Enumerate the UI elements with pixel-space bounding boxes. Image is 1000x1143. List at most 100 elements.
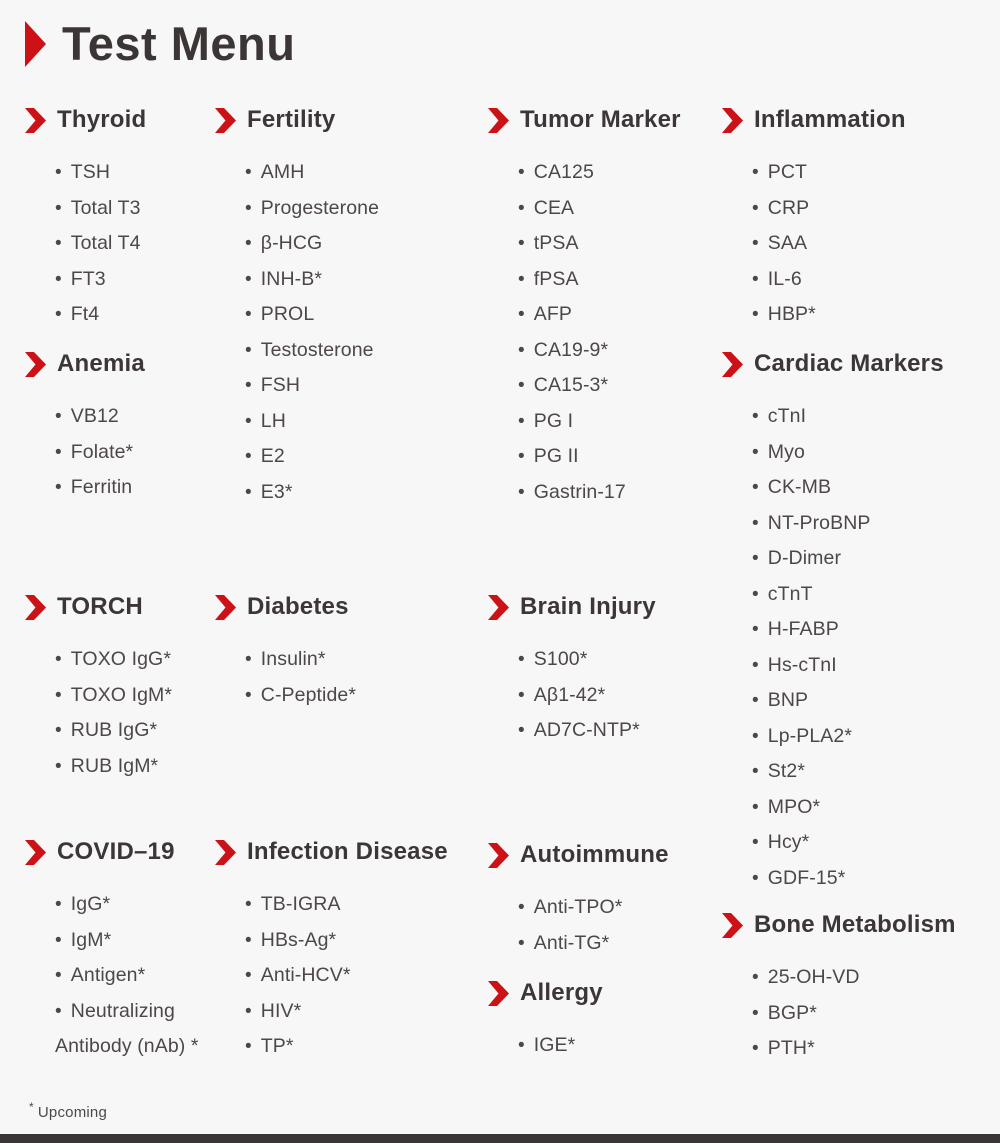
category-header: Cardiac Markers: [722, 350, 992, 378]
test-item: GDF-15*: [752, 861, 992, 897]
test-item: NT-ProBNP: [752, 506, 992, 542]
category-title: Infection Disease: [247, 838, 448, 865]
test-item: C-Peptide*: [245, 678, 465, 714]
test-item: Anti-TPO*: [518, 890, 718, 926]
category-item-list: Insulin*C-Peptide*: [215, 642, 465, 713]
chevron-right-icon: [722, 107, 743, 133]
test-item: VB12: [55, 399, 195, 435]
chevron-right-icon: [488, 980, 509, 1006]
bottom-bar: [0, 1134, 1000, 1143]
test-item: Aβ1-42*: [518, 678, 718, 714]
test-item: CA15-3*: [518, 368, 713, 404]
chevron-right-icon: [722, 351, 743, 377]
test-item: Folate*: [55, 435, 195, 471]
test-item: SAA: [752, 226, 992, 262]
chevron-right-icon: [488, 107, 509, 133]
category-item-list: TB-IGRAHBs-Ag*Anti-HCV*HIV*TP*: [215, 887, 471, 1065]
chevron-right-icon: [25, 839, 46, 865]
footnote-text: Upcoming: [37, 1104, 108, 1121]
category-inflammation: Inflammation PCTCRPSAAIL-6HBP*: [722, 106, 992, 333]
test-item: IgG*: [55, 887, 213, 923]
test-item: β-HCG: [245, 226, 465, 262]
category-header: Infection Disease: [215, 838, 471, 866]
test-item: PTH*: [752, 1031, 992, 1067]
category-header: Anemia: [25, 350, 195, 378]
test-item: Neutralizing Antibody (nAb) *: [55, 994, 213, 1064]
chevron-right-icon: [488, 594, 509, 620]
category-title: Allergy: [520, 979, 603, 1006]
category-infection-disease: Infection Disease TB-IGRAHBs-Ag*Anti-HCV…: [215, 838, 471, 1065]
test-item: CA19-9*: [518, 333, 713, 369]
category-header: Thyroid: [25, 106, 195, 134]
category-header: Tumor Marker: [488, 106, 713, 134]
arrow-right-icon: [25, 20, 46, 67]
test-item: LH: [245, 404, 465, 440]
test-item: AMH: [245, 155, 465, 191]
category-item-list: IgG*IgM*Antigen*Neutralizing Antibody (n…: [25, 887, 213, 1064]
category-autoimmune: Autoimmune Anti-TPO*Anti-TG*: [488, 841, 718, 961]
test-item: PG I: [518, 404, 713, 440]
category-title: Thyroid: [57, 106, 147, 133]
category-cardiac-markers: Cardiac Markers cTnIMyoCK-MBNT-ProBNPD-D…: [722, 350, 992, 896]
test-item: S100*: [518, 642, 718, 678]
category-title: COVID–19: [57, 838, 175, 865]
test-item: CK-MB: [752, 470, 992, 506]
test-item: INH-B*: [245, 262, 465, 298]
category-item-list: PCTCRPSAAIL-6HBP*: [722, 155, 992, 333]
test-item: H-FABP: [752, 612, 992, 648]
category-thyroid: Thyroid TSHTotal T3Total T4FT3Ft4: [25, 106, 195, 333]
category-header: COVID–19: [25, 838, 213, 866]
test-item: St2*: [752, 754, 992, 790]
category-header: Autoimmune: [488, 841, 718, 869]
test-item: Progesterone: [245, 191, 465, 227]
category-title: Autoimmune: [520, 841, 669, 868]
test-item: FT3: [55, 262, 195, 298]
chevron-right-icon: [722, 912, 743, 938]
test-item: IGE*: [518, 1028, 718, 1064]
test-item: Myo: [752, 435, 992, 471]
test-item: IL-6: [752, 262, 992, 298]
test-item: HBP*: [752, 297, 992, 333]
chevron-right-icon: [25, 594, 46, 620]
test-item: HBs-Ag*: [245, 923, 471, 959]
footnote: * Upcoming: [29, 1100, 107, 1121]
category-item-list: Anti-TPO*Anti-TG*: [488, 890, 718, 961]
test-item: Hs-cTnI: [752, 648, 992, 684]
chevron-right-icon: [215, 839, 236, 865]
test-item: RUB IgG*: [55, 713, 205, 749]
category-item-list: TOXO IgG*TOXO IgM*RUB IgG*RUB IgM*: [25, 642, 205, 784]
test-item: Hcy*: [752, 825, 992, 861]
chevron-right-icon: [488, 842, 509, 868]
test-item: MPO*: [752, 790, 992, 826]
test-item: PCT: [752, 155, 992, 191]
page-title: Test Menu: [62, 17, 296, 70]
test-item: Antigen*: [55, 958, 213, 994]
test-item: PROL: [245, 297, 465, 333]
test-item: HIV*: [245, 994, 471, 1030]
page-header: Test Menu: [25, 16, 295, 71]
test-item: CA125: [518, 155, 713, 191]
category-item-list: AMHProgesteroneβ-HCGINH-B*PROLTestostero…: [215, 155, 465, 510]
test-item: Anti-HCV*: [245, 958, 471, 994]
category-item-list: 25-OH-VDBGP*PTH*: [722, 960, 992, 1067]
test-item: CEA: [518, 191, 713, 227]
footnote-asterisk: *: [29, 1100, 34, 1114]
category-brain-injury: Brain Injury S100*Aβ1-42*AD7C-NTP*: [488, 593, 718, 749]
category-title: Tumor Marker: [520, 106, 681, 133]
category-title: TORCH: [57, 593, 143, 620]
test-item: BNP: [752, 683, 992, 719]
category-tumor-marker: Tumor Marker CA125CEAtPSAfPSAAFPCA19-9*C…: [488, 106, 713, 510]
test-item: RUB IgM*: [55, 749, 205, 785]
category-header: Diabetes: [215, 593, 465, 621]
test-item: Lp-PLA2*: [752, 719, 992, 755]
test-item: Testosterone: [245, 333, 465, 369]
test-item: Gastrin-17: [518, 475, 713, 511]
category-header: TORCH: [25, 593, 205, 621]
test-item: TOXO IgM*: [55, 678, 205, 714]
chevron-right-icon: [25, 107, 46, 133]
category-diabetes: Diabetes Insulin*C-Peptide*: [215, 593, 465, 713]
test-item: TP*: [245, 1029, 471, 1065]
test-item: IgM*: [55, 923, 213, 959]
test-item: BGP*: [752, 996, 992, 1032]
chevron-right-icon: [215, 594, 236, 620]
